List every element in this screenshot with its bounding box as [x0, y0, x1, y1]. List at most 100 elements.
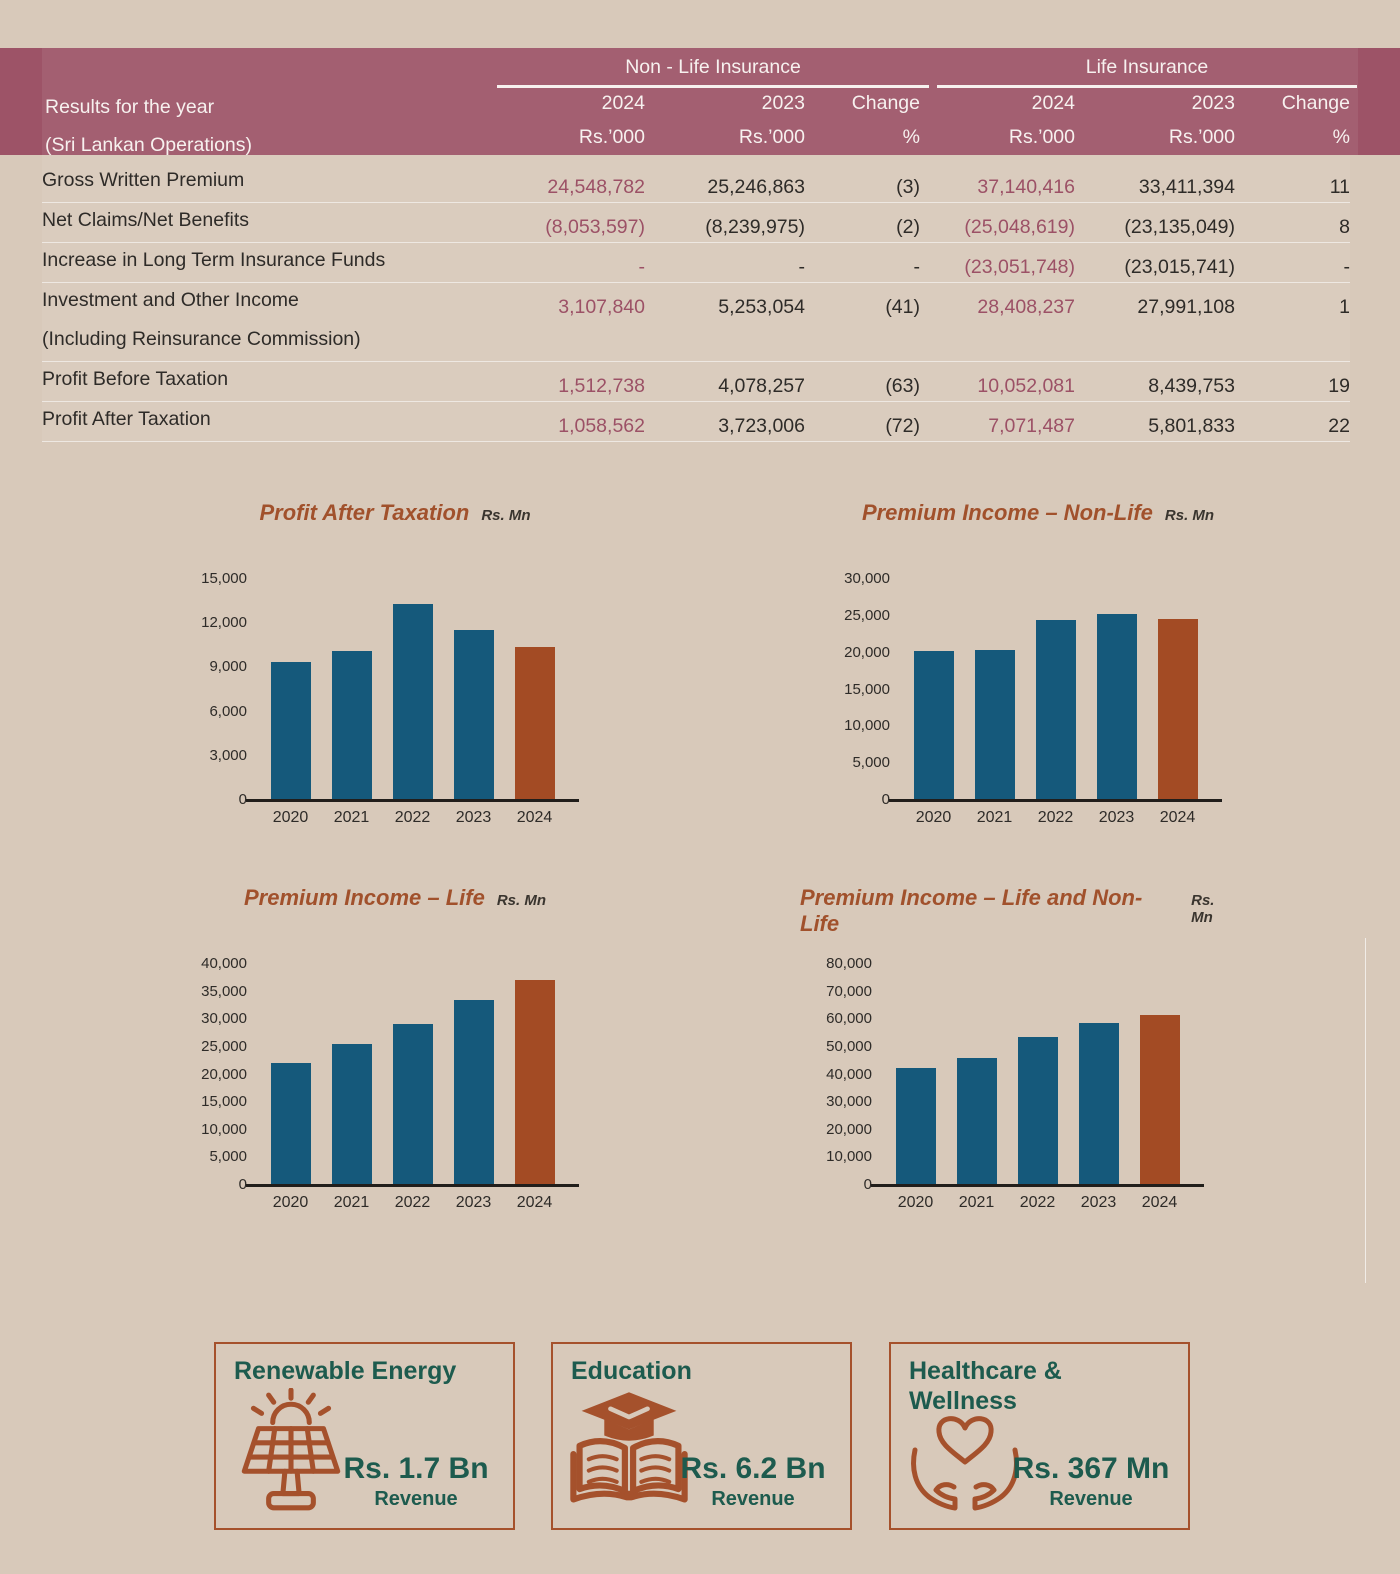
table-header-band: Results for the year (Sri Lankan Operati… — [0, 48, 1400, 156]
value-cell: (25,048,619) — [964, 216, 1075, 238]
y-axis-tick: 40,000 — [201, 955, 247, 972]
chart-head: Premium Income – Non-Life Rs. Mn — [818, 500, 1258, 528]
x-axis-label: 2023 — [455, 1194, 492, 1211]
y-axis-tick: 80,000 — [826, 955, 872, 972]
y-axis-tick: 0 — [863, 1176, 872, 1193]
row-label: Net Claims/Net Benefits — [42, 209, 249, 231]
bar-2024 — [1139, 1014, 1180, 1185]
chart-head: Profit After Taxation Rs. Mn — [175, 500, 615, 528]
table-row: Profit Before Taxation 1,512,738 4,078,257… — [42, 362, 1350, 402]
value-cell — [805, 322, 920, 361]
x-axis-label: 2021 — [333, 1194, 370, 1211]
value-cell: - — [1343, 256, 1351, 278]
value-cell: 33,411,394 — [1138, 176, 1235, 198]
group-underline-life — [937, 85, 1357, 88]
value-cell: (23,015,741) — [1124, 256, 1235, 278]
x-axis-label: 2021 — [976, 809, 1013, 826]
value-cell: 24,548,782 — [547, 176, 645, 198]
x-axis-line — [889, 799, 1222, 802]
y-axis-tick: 6,000 — [209, 702, 247, 720]
bar-2021 — [956, 1057, 997, 1185]
value-cell: 1 — [1339, 296, 1350, 318]
x-axis-label: 2022 — [1037, 809, 1074, 826]
table-row: Investment and Other Income 3,107,840 5,25… — [42, 283, 1350, 322]
chart-profit-after-taxation: Profit After Taxation Rs. Mn 0 3,000 6,000… — [175, 500, 615, 839]
y-axis-tick: 30,000 — [826, 1093, 872, 1111]
chart-title: Premium Income – Non-Life — [861, 500, 1153, 525]
value-cell: 37,140,416 — [977, 176, 1075, 198]
value-cell — [920, 322, 1075, 361]
value-cell: 10,052,081 — [977, 375, 1075, 397]
value-cell: (3) — [896, 176, 920, 198]
row-label: Profit Before Taxation — [42, 368, 229, 390]
value-cell: (8,053,597) — [545, 216, 645, 238]
x-axis-label: 2023 — [1080, 1194, 1117, 1211]
group-header-life: Life Insurance — [1085, 56, 1209, 78]
value-cell: (72) — [885, 415, 920, 437]
table-row: (Including Reinsurance Commission) — [42, 322, 1350, 362]
card-title: Healthcare & Wellness — [909, 1357, 1062, 1415]
results-table: Gross Written Premium 24,548,782 25,246,86… — [42, 155, 1350, 442]
y-axis-tick: 50,000 — [826, 1037, 872, 1055]
column-years-row: 2024 2023 Change 2024 2023 Change — [42, 92, 1350, 114]
value-cell: 3,723,006 — [718, 415, 805, 437]
bar-2020 — [895, 1067, 936, 1185]
table-row: Net Claims/Net Benefits (8,053,597) (8,239… — [42, 203, 1350, 243]
card-healthcare-wellness: Healthcare & Wellness Rs. 367 Mn Revenue — [889, 1342, 1190, 1530]
card-caption: Revenue — [374, 1488, 458, 1510]
value-cell: - — [798, 256, 806, 278]
bar-2022 — [392, 1023, 433, 1185]
row-label: Investment and Other Income — [42, 289, 299, 311]
card-value-block: Rs. 367 Mn Revenue — [1002, 1452, 1180, 1512]
value-cell: 8,439,753 — [1148, 375, 1235, 397]
table-header-inset — [42, 48, 1358, 155]
y-axis-tick: 0 — [238, 791, 247, 808]
y-axis-tick: 25,000 — [201, 1037, 247, 1055]
y-axis-tick: 25,000 — [844, 606, 890, 624]
chart-plot: 0 3,000 6,000 9,000 12,000 15,000 2020 2021 2022… — [175, 570, 615, 839]
bar-2021 — [974, 650, 1015, 800]
bar-2023 — [1096, 613, 1137, 800]
table-row: Gross Written Premium 24,548,782 25,246,86… — [42, 163, 1350, 203]
bar-2024 — [1157, 619, 1198, 800]
bar-2023 — [453, 1000, 494, 1185]
value-cell — [480, 322, 645, 361]
card-caption: Revenue — [1049, 1488, 1133, 1510]
value-cell: (41) — [885, 296, 920, 318]
y-axis-tick: 9,000 — [209, 658, 247, 676]
y-axis-tick: 70,000 — [826, 982, 872, 1000]
chart-head: Premium Income – Life and Non-Life Rs. M… — [800, 885, 1240, 936]
x-axis-label: 2022 — [1019, 1194, 1056, 1211]
card-renewable-energy: Renewable Energy Rs. 1.7 Bn Reven — [214, 1342, 515, 1530]
chart-unit: Rs. Mn — [496, 892, 547, 909]
chart-title: Profit After Taxation — [259, 500, 470, 525]
chart-title: Premium Income – Life and Non-Life — [800, 885, 1143, 936]
y-axis-tick: 10,000 — [201, 1120, 247, 1138]
x-axis-label: 2020 — [897, 1194, 934, 1211]
header-spacer — [42, 92, 480, 114]
y-axis-tick: 5,000 — [209, 1148, 247, 1166]
value-cell: 22 — [1328, 415, 1350, 437]
group-header-non-life: Non - Life Insurance — [625, 56, 801, 78]
card-value-block: Rs. 6.2 Bn Revenue — [664, 1452, 842, 1512]
value-cell: 25,246,863 — [707, 176, 805, 198]
row-label: (Including Reinsurance Commission) — [42, 328, 361, 350]
chart-unit: Rs. Mn — [1164, 507, 1215, 524]
x-axis-label: 2024 — [516, 1194, 553, 1211]
card-title: Renewable Energy — [234, 1357, 457, 1385]
chart-title: Premium Income – Life — [243, 885, 485, 910]
chart-unit: Rs. Mn — [481, 507, 531, 524]
value-cell: 7,071,487 — [988, 415, 1075, 437]
column-unit-header: Rs.’000 — [1168, 126, 1235, 148]
bar-2022 — [1035, 619, 1076, 800]
y-axis-tick: 40,000 — [826, 1065, 872, 1083]
y-axis-tick: 10,000 — [844, 717, 890, 735]
chart-head: Premium Income – Life Rs. Mn — [175, 885, 615, 913]
x-axis-label: 2020 — [272, 809, 309, 826]
column-year-header: 2023 — [761, 92, 805, 114]
value-cell: (23,051,748) — [964, 256, 1075, 278]
value-cell: (23,135,049) — [1124, 216, 1235, 238]
value-cell: (63) — [885, 375, 920, 397]
y-axis-tick: 20,000 — [844, 643, 890, 661]
